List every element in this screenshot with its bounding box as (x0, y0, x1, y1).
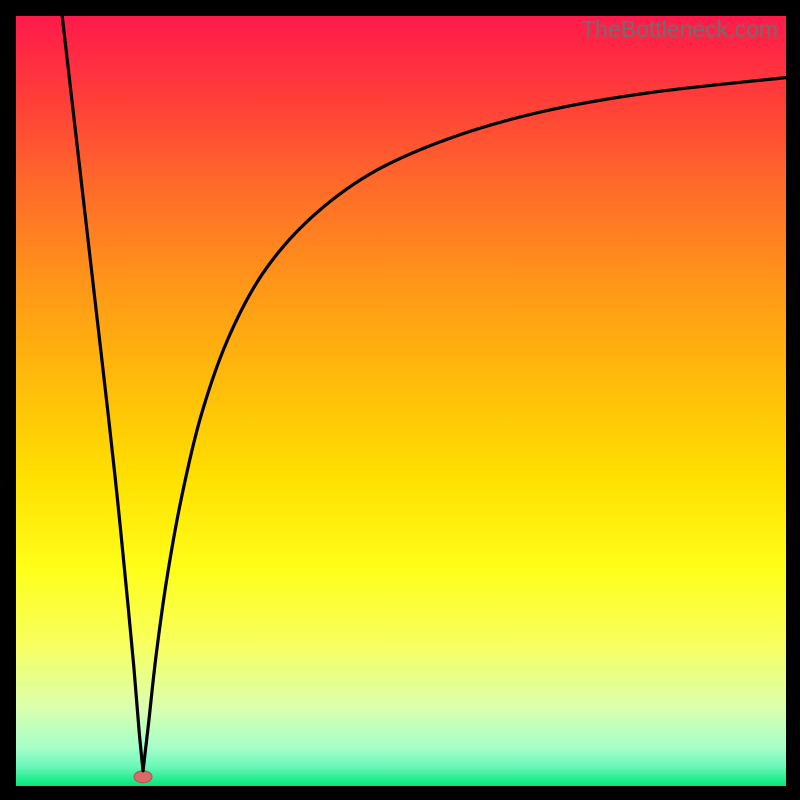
plot-area: TheBottleneck.com (16, 16, 786, 786)
curve-right-branch (143, 78, 786, 771)
curve-left-branch (62, 16, 143, 771)
curve-layer (16, 16, 786, 786)
chart-root: TheBottleneck.com (0, 0, 800, 800)
watermark-text: TheBottleneck.com (581, 16, 778, 43)
vertex-marker (134, 771, 152, 783)
